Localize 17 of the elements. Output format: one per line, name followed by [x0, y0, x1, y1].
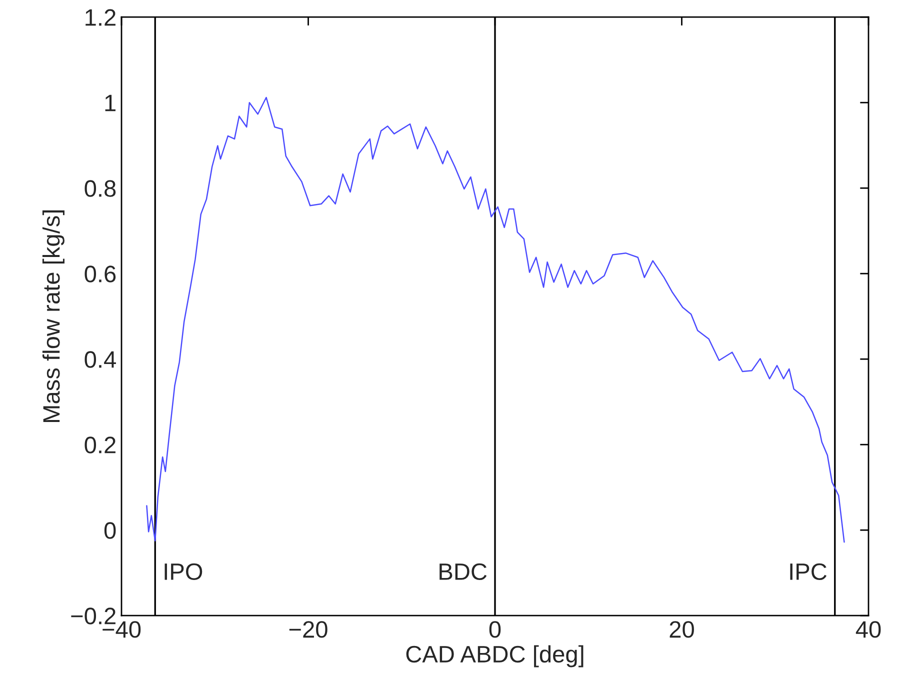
y-tick-label: 1.2	[86, 9, 116, 26]
x-tick-label: −20	[289, 621, 328, 638]
y-tick-label: 0.8	[84, 180, 116, 197]
x-tick-label: 0	[489, 621, 501, 638]
ref-line-label: IPC	[790, 563, 827, 580]
y-tick-label: 1	[105, 94, 116, 112]
x-tick-label: 40	[856, 621, 881, 638]
ref-line-label: BDC	[440, 563, 487, 580]
y-tick-label: 0.4	[84, 351, 116, 368]
y-tick-label: 0	[104, 522, 116, 539]
x-axis-title: CAD ABDC [deg]	[406, 645, 584, 668]
y-tick-label: 0.2	[84, 436, 116, 454]
y-tick-label: 0.6	[84, 266, 116, 282]
y-axis-title: Mass flow rate [kg/s]	[42, 210, 64, 422]
x-tick-label: 20	[670, 621, 694, 638]
ref-line-label: IPO	[164, 563, 202, 580]
line-series	[146, 96, 845, 543]
